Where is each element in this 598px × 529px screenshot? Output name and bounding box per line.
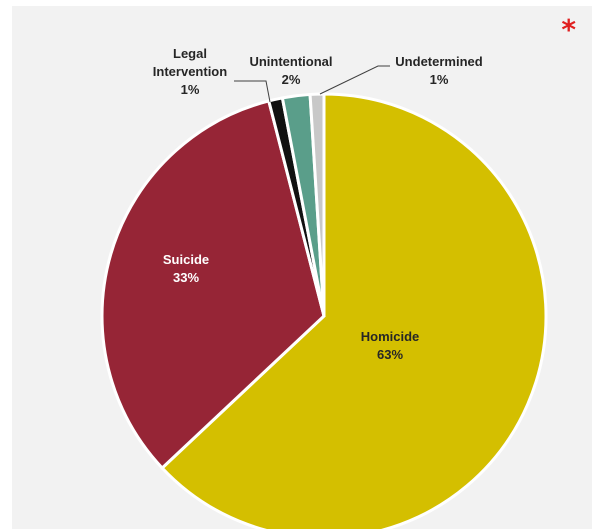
leader-line-legal-intervention (234, 80, 271, 103)
slice-value-suicide: 33% (173, 270, 199, 285)
slice-value-unintentional: 2% (282, 72, 301, 87)
slice-label-homicide: Homicide (361, 329, 420, 344)
chart-panel: * Homicide 63% Suicide 33% Legal Intervention… (12, 6, 592, 529)
slice-label-unintentional: Unintentional (249, 54, 332, 69)
slice-label-legal-intervention: Legal Intervention (153, 46, 227, 79)
slice-value-homicide: 63% (377, 347, 403, 362)
pie-slice-undetermined (308, 92, 326, 317)
slice-label-undetermined: Undetermined (395, 54, 482, 69)
pie-slice-suicide (100, 99, 326, 471)
pie-chart: Homicide 63% Suicide 33% Legal Intervention 1%… (100, 46, 548, 529)
slice-value-legal-intervention: 1% (181, 82, 200, 97)
leader-line-undetermined (319, 65, 390, 95)
slice-label-suicide: Suicide (163, 252, 209, 267)
asterisk-mark: * (561, 13, 576, 46)
pie-slice-homicide (160, 92, 548, 529)
slice-value-undetermined: 1% (430, 72, 449, 87)
